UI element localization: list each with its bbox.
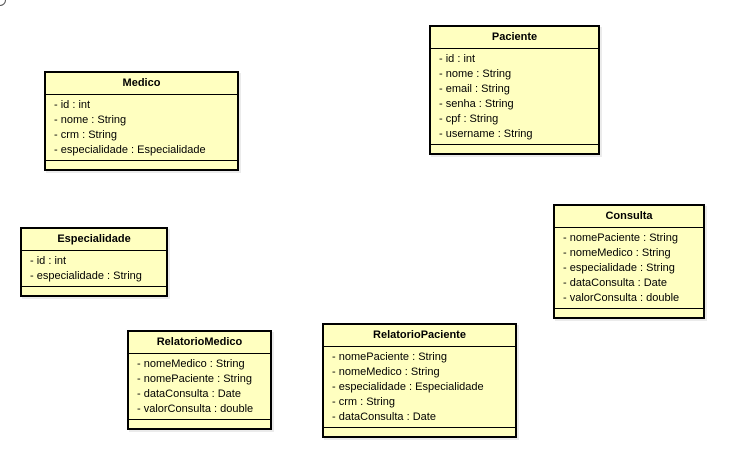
class-name: RelatorioPaciente	[324, 325, 515, 347]
attribute: - nomeMedico : String	[563, 247, 671, 259]
attribute: - id : int	[30, 255, 67, 267]
attribute: - nomeMedico : String	[332, 366, 440, 378]
method-compartment	[431, 144, 598, 153]
attribute: - especialidade : String	[30, 270, 142, 282]
attribute: - senha : String	[439, 98, 514, 110]
method-compartment	[129, 419, 270, 428]
corner-handle	[0, 0, 6, 6]
class-box-paciente[interactable]: Paciente - id : int - nome : String - em…	[429, 25, 600, 155]
attribute: - email : String	[439, 83, 510, 95]
attribute: - especialidade : Especialidade	[332, 381, 484, 393]
class-box-relatorio-medico[interactable]: RelatorioMedico - nomeMedico : String - …	[127, 330, 272, 430]
attribute: - id : int	[439, 53, 476, 65]
method-compartment	[324, 427, 515, 436]
attribute: - nomePaciente : String	[332, 351, 447, 363]
attribute: - nomePaciente : String	[563, 232, 678, 244]
attribute-list: - id : int - nome : String - crm : Strin…	[46, 95, 237, 160]
class-name: Consulta	[555, 206, 703, 228]
attribute: - id : int	[54, 99, 91, 111]
attribute: - username : String	[439, 128, 533, 140]
class-name: RelatorioMedico	[129, 332, 270, 354]
attribute: - especialidade : Especialidade	[54, 144, 206, 156]
attribute: - nome : String	[439, 68, 512, 80]
attribute: - crm : String	[332, 396, 395, 408]
attribute: - cpf : String	[439, 113, 499, 125]
class-box-consulta[interactable]: Consulta - nomePaciente : String - nomeM…	[553, 204, 705, 319]
attribute: - nomeMedico : String	[137, 358, 245, 370]
class-box-medico[interactable]: Medico - id : int - nome : String - crm …	[44, 71, 239, 171]
attribute-list: - nomeMedico : String - nomePaciente : S…	[129, 354, 270, 419]
attribute: - dataConsulta : Date	[332, 411, 436, 423]
method-compartment	[555, 308, 703, 317]
attribute-list: - id : int - especialidade : String	[22, 251, 166, 286]
attribute: - especialidade : String	[563, 262, 675, 274]
class-name: Paciente	[431, 27, 598, 49]
class-name: Medico	[46, 73, 237, 95]
attribute: - nomePaciente : String	[137, 373, 252, 385]
attribute: - dataConsulta : Date	[137, 388, 241, 400]
method-compartment	[46, 160, 237, 169]
attribute-list: - id : int - nome : String - email : Str…	[431, 49, 598, 144]
attribute-list: - nomePaciente : String - nomeMedico : S…	[324, 347, 515, 427]
class-box-especialidade[interactable]: Especialidade - id : int - especialidade…	[20, 227, 168, 297]
attribute: - valorConsulta : double	[137, 403, 254, 415]
class-name: Especialidade	[22, 229, 166, 251]
attribute: - crm : String	[54, 129, 117, 141]
attribute: - valorConsulta : double	[563, 292, 680, 304]
attribute-list: - nomePaciente : String - nomeMedico : S…	[555, 228, 703, 308]
method-compartment	[22, 286, 166, 295]
class-box-relatorio-paciente[interactable]: RelatorioPaciente - nomePaciente : Strin…	[322, 323, 517, 438]
attribute: - nome : String	[54, 114, 127, 126]
attribute: - dataConsulta : Date	[563, 277, 667, 289]
